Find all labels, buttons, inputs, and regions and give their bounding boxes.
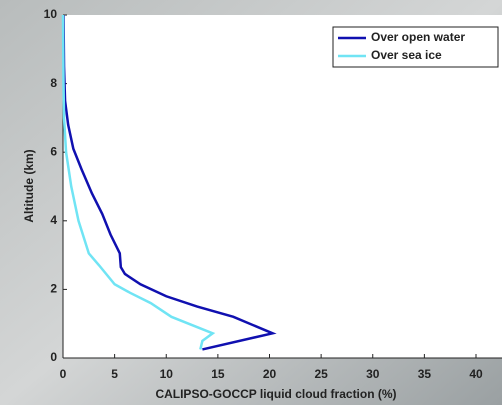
x-axis-label: CALIPSO-GOCCP liquid cloud fraction (%) [155, 387, 396, 401]
y-tick-label: 2 [50, 282, 57, 296]
plot-area [63, 15, 502, 358]
x-tick-label: 10 [160, 367, 174, 381]
x-tick-label: 35 [418, 367, 432, 381]
x-tick-label: 25 [314, 367, 328, 381]
x-tick-label: 30 [366, 367, 380, 381]
x-tick-label: 40 [469, 367, 483, 381]
x-tick-label: 15 [211, 367, 225, 381]
data-line [61, 14, 216, 350]
legend-label: Over open water [371, 30, 465, 44]
y-axis-label: Altitude (km) [22, 149, 36, 222]
y-tick-label: 10 [44, 7, 58, 21]
x-tick-label: 20 [263, 367, 277, 381]
y-tick-label: 8 [50, 76, 57, 90]
data-line [62, 14, 277, 351]
y-tick-label: 6 [50, 144, 57, 158]
x-tick-label: 5 [111, 367, 118, 381]
x-tick-label: 0 [60, 367, 67, 381]
y-tick-label: 4 [50, 213, 57, 227]
legend-label: Over sea ice [371, 48, 442, 62]
legend-box [332, 26, 499, 68]
y-tick-label: 0 [50, 350, 57, 364]
